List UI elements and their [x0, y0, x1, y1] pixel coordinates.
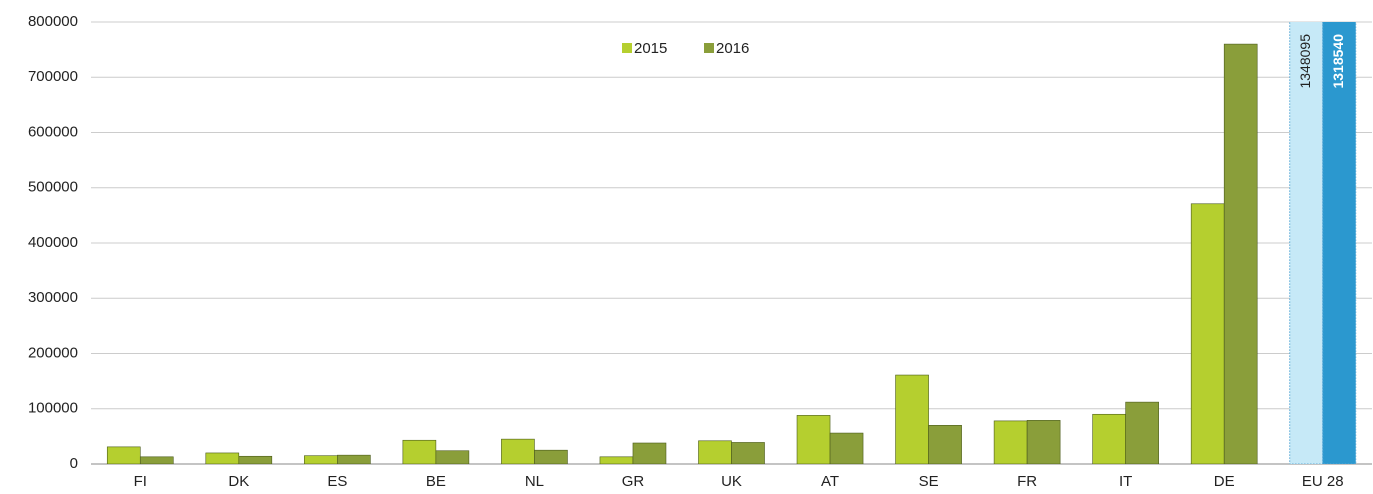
bar	[829, 432, 864, 464]
y-tick-label: 400000	[28, 234, 78, 251]
bar	[698, 440, 732, 464]
y-tick-label: 600000	[28, 123, 78, 140]
x-tick-label: AT	[821, 473, 839, 490]
x-tick-label: IT	[1119, 473, 1132, 490]
x-tick-label: DE	[1214, 473, 1235, 490]
bar	[1125, 401, 1159, 464]
y-tick-label: 800000	[28, 13, 78, 30]
y-tick-label: 500000	[28, 179, 78, 196]
bars	[106, 22, 1357, 464]
y-tick-label: 0	[70, 455, 78, 472]
x-tick-label: SE	[919, 473, 939, 490]
bar	[731, 442, 765, 464]
y-tick-label: 200000	[28, 344, 78, 361]
legend-swatch	[622, 43, 632, 53]
bar	[402, 439, 437, 464]
bar	[599, 456, 634, 464]
y-tick-label: 700000	[28, 68, 78, 85]
bar	[1322, 22, 1357, 464]
bar	[106, 446, 141, 464]
bar	[1223, 43, 1258, 464]
x-tick-label: ES	[327, 473, 347, 490]
bar	[139, 456, 174, 464]
bar	[895, 374, 929, 464]
x-tick-label: EU 28	[1302, 473, 1344, 490]
y-tick-label: 300000	[28, 289, 78, 306]
bar	[993, 420, 1028, 464]
grid: 0 100000 200000 300000 400000 500000 600000 700…	[28, 13, 1372, 472]
legend-swatch	[704, 43, 714, 53]
bar	[1026, 420, 1061, 464]
bar	[304, 455, 338, 464]
x-tick-label: FI	[134, 473, 147, 490]
legend-label: 2016	[716, 40, 749, 57]
x-tick-label: UK	[721, 473, 742, 490]
bar	[632, 442, 667, 464]
y-tick-label: 100000	[28, 400, 78, 417]
bar	[928, 425, 962, 464]
data-label: 1318540	[1330, 34, 1346, 89]
bar	[1190, 203, 1225, 464]
x-tick-label: BE	[426, 473, 446, 490]
legend-label: 2015	[634, 40, 667, 57]
bar	[205, 452, 240, 464]
bar	[1092, 413, 1126, 464]
bar	[534, 449, 568, 464]
x-tick-label: DK	[228, 473, 249, 490]
overlay: FI DK ES BE NL GR UK AT SE FR IT DE EU 28 1348095 1318…	[134, 34, 1346, 490]
x-tick-label: NL	[525, 473, 544, 490]
bar	[337, 454, 371, 464]
bar	[501, 438, 535, 464]
bar	[238, 455, 273, 464]
data-label: 1348095	[1297, 34, 1313, 89]
bar	[435, 450, 470, 464]
x-tick-label: GR	[622, 473, 645, 490]
x-tick-label: FR	[1017, 473, 1037, 490]
bar	[796, 415, 831, 464]
